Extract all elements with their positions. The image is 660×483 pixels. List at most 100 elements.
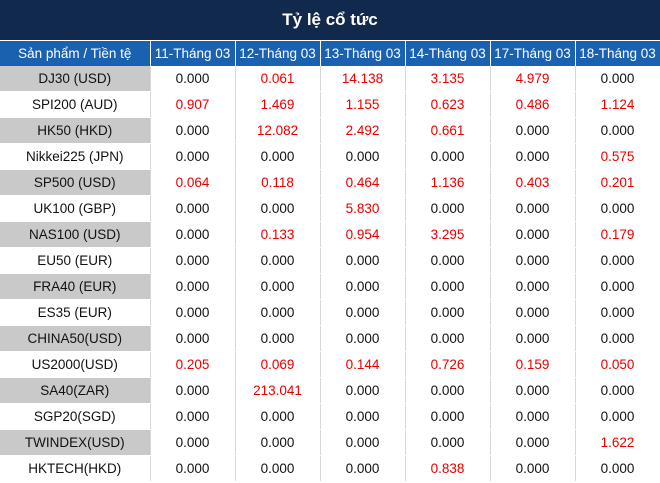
table-body: DJ30 (USD) 0.000 0.061 14.138 3.135 4.979 0.00…	[0, 66, 660, 482]
value-cell: 0.159	[490, 351, 576, 378]
value-cell: 0.661	[405, 117, 491, 144]
value-cell: 1.622	[575, 429, 660, 456]
value-cell: 0.205	[150, 351, 236, 378]
table-row: FRA40 (EUR) 0.000 0.000 0.000 0.000 0.000 0.00…	[0, 273, 660, 300]
table-row: DJ30 (USD) 0.000 0.061 14.138 3.135 4.979 0.00…	[0, 66, 660, 92]
table-row: EU50 (EUR) 0.000 0.000 0.000 0.000 0.000 0.000	[0, 247, 660, 274]
value-cell: 0.000	[320, 247, 406, 274]
value-cell: 0.201	[575, 169, 660, 196]
column-header-date: 17-Tháng 03	[490, 41, 576, 66]
value-cell: 0.000	[235, 247, 321, 274]
table-row: SPI200 (AUD) 0.907 1.469 1.155 0.623 0.486 1.1…	[0, 91, 660, 118]
value-cell: 0.575	[575, 143, 660, 170]
table-row: US2000(USD) 0.205 0.069 0.144 0.726 0.159 0.05…	[0, 351, 660, 378]
value-cell: 0.000	[575, 377, 660, 404]
value-cell: 0.907	[150, 91, 236, 118]
product-cell: HK50 (HKD)	[0, 117, 151, 144]
value-cell: 0.000	[490, 299, 576, 326]
value-cell: 0.000	[490, 403, 576, 430]
value-cell: 0.000	[405, 325, 491, 352]
value-cell: 0.000	[490, 377, 576, 404]
value-cell: 0.000	[150, 403, 236, 430]
product-cell: TWINDEX(USD)	[0, 429, 151, 456]
header-row: Sản phẩm / Tiền tệ 11-Tháng 03 12-Tháng …	[0, 41, 660, 66]
value-cell: 0.061	[235, 66, 321, 92]
column-header-date: 11-Tháng 03	[150, 41, 236, 66]
value-cell: 0.179	[575, 221, 660, 248]
value-cell: 0.000	[490, 273, 576, 300]
table-row: HK50 (HKD) 0.000 12.082 2.492 0.661 0.000 0.00…	[0, 117, 660, 144]
value-cell: 0.000	[575, 117, 660, 144]
value-cell: 0.954	[320, 221, 406, 248]
product-cell: HKTECH(HKD)	[0, 455, 151, 482]
product-cell: SPI200 (AUD)	[0, 91, 151, 118]
value-cell: 0.000	[150, 429, 236, 456]
value-cell: 0.000	[490, 455, 576, 482]
value-cell: 0.000	[490, 247, 576, 274]
table-row: UK100 (GBP) 0.000 0.000 5.830 0.000 0.000 0.00…	[0, 195, 660, 222]
value-cell: 0.000	[490, 429, 576, 456]
value-cell: 0.000	[575, 273, 660, 300]
value-cell: 0.000	[405, 247, 491, 274]
column-header-date: 18-Tháng 03	[575, 41, 660, 66]
value-cell: 0.000	[320, 429, 406, 456]
value-cell: 213.041	[235, 377, 321, 404]
value-cell: 3.295	[405, 221, 491, 248]
product-cell: NAS100 (USD)	[0, 221, 151, 248]
value-cell: 0.000	[235, 403, 321, 430]
column-header-date: 13-Tháng 03	[320, 41, 406, 66]
value-cell: 0.000	[235, 273, 321, 300]
table-row: NAS100 (USD) 0.000 0.133 0.954 3.295 0.000 0.1…	[0, 221, 660, 248]
value-cell: 0.000	[235, 299, 321, 326]
value-cell: 0.000	[405, 429, 491, 456]
value-cell: 0.000	[405, 299, 491, 326]
value-cell: 0.000	[405, 403, 491, 430]
value-cell: 0.064	[150, 169, 236, 196]
value-cell: 0.000	[320, 273, 406, 300]
value-cell: 1.136	[405, 169, 491, 196]
value-cell: 0.000	[150, 377, 236, 404]
value-cell: 0.726	[405, 351, 491, 378]
value-cell: 4.979	[490, 66, 576, 92]
value-cell: 12.082	[235, 117, 321, 144]
value-cell: 0.000	[575, 455, 660, 482]
value-cell: 0.000	[405, 195, 491, 222]
value-cell: 1.469	[235, 91, 321, 118]
table-title: Tỷ lệ cổ tức	[0, 0, 660, 41]
value-cell: 14.138	[320, 66, 406, 92]
value-cell: 0.000	[405, 273, 491, 300]
value-cell: 0.403	[490, 169, 576, 196]
value-cell: 1.155	[320, 91, 406, 118]
value-cell: 0.000	[150, 195, 236, 222]
table-row: SP500 (USD) 0.064 0.118 0.464 1.136 0.403 0.20…	[0, 169, 660, 196]
value-cell: 0.000	[320, 403, 406, 430]
value-cell: 0.000	[235, 429, 321, 456]
table-row: HKTECH(HKD) 0.000 0.000 0.000 0.838 0.000 0.00…	[0, 455, 660, 482]
value-cell: 0.000	[150, 273, 236, 300]
value-cell: 0.838	[405, 455, 491, 482]
value-cell: 0.000	[490, 117, 576, 144]
value-cell: 0.000	[490, 195, 576, 222]
value-cell: 2.492	[320, 117, 406, 144]
value-cell: 0.000	[150, 247, 236, 274]
value-cell: 0.144	[320, 351, 406, 378]
value-cell: 0.050	[575, 351, 660, 378]
value-cell: 0.000	[575, 403, 660, 430]
value-cell: 0.000	[320, 377, 406, 404]
value-cell: 0.000	[235, 143, 321, 170]
product-cell: FRA40 (EUR)	[0, 273, 151, 300]
product-cell: Nikkei225 (JPN)	[0, 143, 151, 170]
value-cell: 0.000	[320, 143, 406, 170]
value-cell: 0.000	[575, 66, 660, 92]
value-cell: 0.000	[320, 325, 406, 352]
value-cell: 0.000	[235, 325, 321, 352]
product-cell: CHINA50(USD)	[0, 325, 151, 352]
table-row: Nikkei225 (JPN) 0.000 0.000 0.000 0.000 0.000…	[0, 143, 660, 170]
dividend-table: Sản phẩm / Tiền tệ 11-Tháng 03 12-Tháng …	[0, 41, 660, 482]
table-row: SGP20(SGD) 0.000 0.000 0.000 0.000 0.000 0.000	[0, 403, 660, 430]
value-cell: 0.623	[405, 91, 491, 118]
value-cell: 0.000	[235, 455, 321, 482]
value-cell: 0.000	[150, 143, 236, 170]
column-header-product: Sản phẩm / Tiền tệ	[0, 41, 151, 66]
